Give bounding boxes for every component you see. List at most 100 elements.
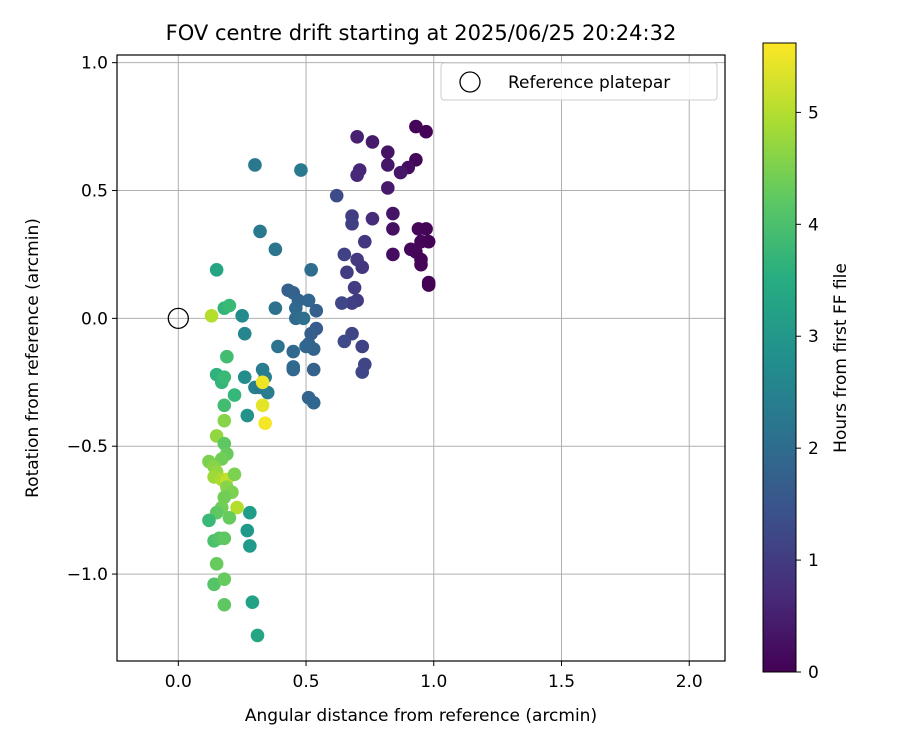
legend-box [440, 62, 718, 101]
data-point [386, 222, 400, 236]
data-point [230, 500, 244, 515]
colorbar-tick-label: 3 [808, 327, 819, 347]
data-point [222, 511, 237, 525]
axis-ticks: 0.0 0.5 1.0 1.5 2.0 −1.0 −0.5 0.0 0.5 1.0 [67, 54, 703, 692]
data-point [421, 278, 436, 292]
data-point [380, 158, 395, 172]
data-point [255, 375, 270, 390]
legend: Reference platepar [440, 62, 718, 101]
data-point [294, 163, 308, 177]
data-point [299, 339, 313, 354]
x-tick-label: 1.5 [548, 672, 575, 692]
y-tick-label: −0.5 [67, 437, 108, 457]
data-point [245, 595, 260, 609]
legend-reference-marker [459, 71, 481, 93]
data-point [286, 362, 301, 377]
data-point [306, 395, 321, 410]
data-point [309, 303, 324, 318]
data-point [340, 265, 354, 280]
data-point [237, 326, 252, 341]
data-point [268, 301, 283, 315]
colorbar: 0 1 2 3 4 5 Hours from first FF file [762, 42, 851, 683]
data-point [268, 242, 283, 257]
data-point [419, 124, 433, 139]
data-point [355, 260, 370, 275]
data-point [240, 523, 255, 538]
data-point [296, 311, 311, 326]
colorbar-tick-label: 2 [808, 439, 819, 459]
data-point [365, 211, 380, 226]
data-point [421, 234, 436, 249]
data-point [227, 388, 242, 402]
y-tick-label: 1.0 [81, 54, 108, 74]
x-tick-label: 2.0 [676, 672, 703, 692]
y-tick-label: 0.0 [81, 309, 108, 329]
data-points [202, 119, 436, 643]
colorbar-tick-label: 0 [808, 663, 819, 683]
x-tick-label: 0.5 [293, 672, 320, 692]
data-point [304, 326, 318, 341]
x-tick-label: 0.0 [165, 672, 192, 692]
data-point [250, 628, 265, 643]
x-tick-label: 1.0 [420, 672, 447, 692]
data-point [393, 165, 408, 180]
data-point [202, 513, 216, 528]
data-point [217, 370, 232, 384]
data-point [345, 296, 359, 310]
data-point [304, 262, 318, 277]
data-point [204, 309, 219, 323]
data-point [414, 257, 428, 272]
data-point [243, 505, 257, 520]
data-point [217, 436, 232, 451]
data-point [209, 557, 224, 571]
data-point [260, 385, 275, 400]
reference-marker [167, 307, 189, 330]
data-point [350, 168, 364, 182]
data-point [386, 206, 400, 221]
data-point [286, 344, 301, 359]
data-point [271, 339, 285, 354]
data-point [409, 119, 423, 134]
data-point [227, 467, 242, 482]
reference-marker-layer [167, 307, 189, 330]
data-point [380, 145, 395, 159]
data-point [289, 301, 303, 315]
data-point [347, 280, 362, 295]
data-point [209, 262, 224, 277]
y-tick-label: 0.5 [81, 182, 108, 202]
y-tick-label: −1.0 [67, 565, 108, 585]
data-point [243, 539, 257, 553]
data-point [350, 130, 364, 144]
colorbar-tick-label: 1 [808, 551, 819, 571]
colorbar-tick-label: 5 [808, 103, 819, 123]
data-point [258, 416, 272, 431]
legend-entry-reference: Reference platepar [508, 73, 670, 93]
data-point [337, 247, 352, 262]
data-point [220, 349, 234, 364]
data-point [217, 572, 232, 586]
data-point [380, 181, 395, 195]
axes-frame [116, 54, 726, 662]
colorbar-ticks: 0 1 2 3 4 5 [796, 103, 819, 683]
colorbar-label: Hours from first FF file [831, 263, 851, 453]
data-point [253, 224, 267, 239]
data-point [386, 247, 400, 262]
data-point [235, 309, 249, 323]
gridlines [117, 55, 725, 661]
data-point [237, 370, 252, 384]
data-point [222, 298, 237, 313]
data-point [355, 365, 370, 379]
data-point [248, 158, 262, 172]
data-point [329, 188, 344, 203]
data-point [217, 597, 232, 612]
data-point [301, 293, 316, 308]
data-point [217, 531, 232, 546]
data-point [217, 398, 232, 413]
chart-title: FOV centre drift starting at 2025/06/25 … [166, 21, 677, 45]
colorbar-gradient [762, 42, 797, 673]
colorbar-tick-label: 4 [808, 215, 819, 235]
data-point [357, 234, 372, 249]
data-point [335, 296, 349, 310]
data-point [419, 222, 433, 236]
